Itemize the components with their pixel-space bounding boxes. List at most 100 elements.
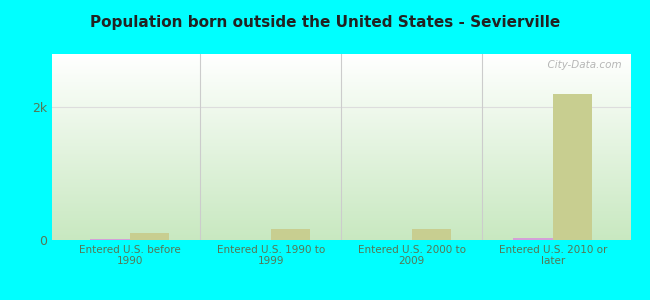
Bar [52,170,630,171]
Bar [52,111,630,112]
Bar [52,157,630,158]
Bar [52,194,630,195]
Bar [52,54,630,55]
Bar [52,203,630,204]
Bar [52,64,630,65]
Bar [52,178,630,179]
Bar [52,100,630,101]
Bar [52,89,630,90]
Bar [52,103,630,104]
Bar [52,61,630,62]
Bar [52,201,630,202]
Bar [52,166,630,167]
Bar [52,133,630,134]
Bar [52,195,630,196]
Bar [52,104,630,105]
Bar [52,215,630,216]
Bar [52,183,630,184]
Text: Population born outside the United States - Sevierville: Population born outside the United State… [90,15,560,30]
Bar [52,92,630,93]
Bar [52,158,630,159]
Bar [52,107,630,108]
Bar [52,210,630,211]
Bar [52,147,630,148]
Bar [52,176,630,177]
Bar [52,67,630,68]
Bar [52,191,630,192]
Bar [52,145,630,146]
Bar [52,140,630,141]
Bar [52,121,630,122]
Bar [52,132,630,133]
Bar [52,189,630,190]
Bar [52,94,630,95]
Bar [52,181,630,182]
Bar [52,135,630,136]
Bar [52,136,630,137]
Bar [52,160,630,161]
Bar [52,167,630,168]
Bar [52,70,630,71]
Bar [52,101,630,102]
Bar [52,235,630,236]
Bar [52,208,630,209]
Bar [52,130,630,131]
Bar [52,134,630,135]
Bar [52,129,630,130]
Bar [52,185,630,186]
Bar [52,239,630,240]
Bar [52,153,630,154]
Bar [52,159,630,160]
Bar [52,82,630,83]
Bar [52,114,630,116]
Bar [52,162,630,163]
Bar [52,236,630,237]
Bar [52,202,630,203]
Bar [52,77,630,78]
Bar [52,105,630,106]
Bar [52,237,630,238]
Text: City-Data.com: City-Data.com [541,60,622,70]
Bar [52,120,630,121]
Bar [52,91,630,92]
Bar [52,193,630,194]
Bar [52,144,630,145]
Bar [52,62,630,63]
Bar [52,112,630,113]
Bar [52,230,630,231]
Bar [52,102,630,103]
Bar [52,190,630,191]
Bar [52,209,630,210]
Bar [52,177,630,178]
Bar [52,127,630,128]
Bar [52,224,630,225]
Bar [52,146,630,147]
Bar [52,206,630,208]
Bar [52,184,630,185]
Bar [52,90,630,91]
Bar [52,123,630,124]
Bar [52,172,630,173]
Bar [52,205,630,206]
Bar [52,131,630,132]
Bar [52,126,630,127]
Bar [52,128,630,129]
Bar [52,142,630,143]
Bar [52,71,630,72]
Bar [52,99,630,100]
Bar [52,95,630,96]
Bar [52,182,630,183]
Bar [52,192,630,193]
Bar [52,222,630,223]
Bar [52,85,630,86]
Bar [52,93,630,94]
Bar [52,152,630,153]
Bar [52,156,630,157]
Bar [52,168,630,169]
Bar [90,239,129,240]
Bar [52,125,630,126]
Bar [52,81,630,82]
Bar [52,106,630,107]
Bar [52,164,630,165]
Bar [52,86,630,88]
